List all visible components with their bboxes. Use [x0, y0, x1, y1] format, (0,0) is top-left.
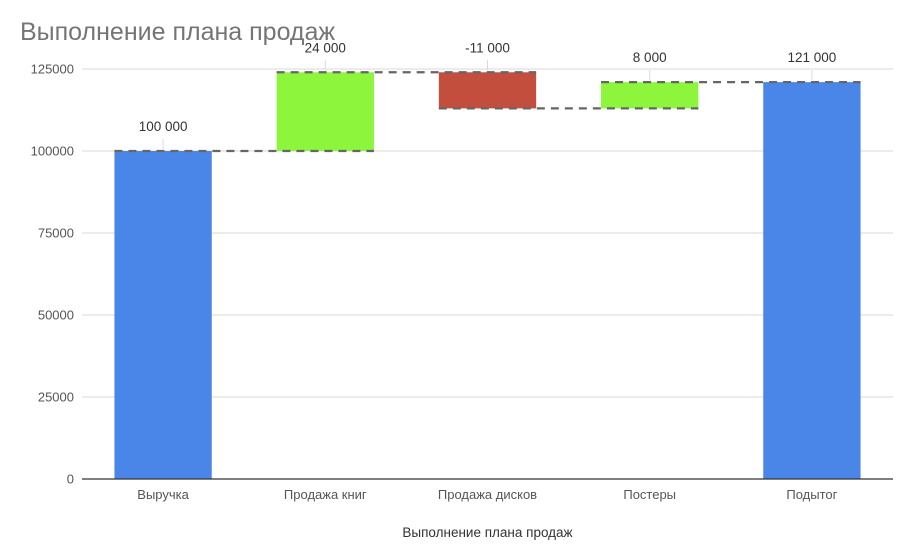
y-tick-label: 25000: [38, 390, 74, 405]
bar-3: [438, 72, 537, 109]
x-tick-label: Продажа дисков: [438, 487, 537, 502]
y-tick-label: 100000: [31, 144, 74, 159]
bar-1: [114, 151, 212, 479]
x-tick-label: Продажа книг: [284, 487, 367, 502]
y-tick-label: 50000: [38, 308, 74, 323]
x-tick-label: Постеры: [623, 487, 676, 502]
data-label: -11 000: [465, 40, 510, 55]
bar-4: [601, 82, 699, 109]
y-tick-label: 0: [67, 472, 74, 487]
x-axis-title: Выполнение плана продаж: [402, 525, 572, 540]
data-label: 24 000: [305, 40, 346, 55]
y-tick-label: 75000: [38, 226, 74, 241]
data-label: 121 000: [787, 50, 836, 65]
bar-2: [276, 72, 374, 151]
data-label: 8 000: [633, 50, 667, 65]
y-tick-label: 125000: [31, 62, 74, 77]
data-label: 100 000: [139, 119, 188, 134]
chart-title: Выполнение плана продаж: [20, 18, 336, 46]
x-tick-label: Выручка: [137, 487, 189, 502]
bar-5: [763, 82, 861, 480]
labels: 0 25000 50000 75000 100000 125000 100 000 24 00…: [31, 40, 893, 540]
connectors: [114, 71, 861, 153]
x-tick-label: Подытог: [786, 487, 837, 502]
bars: [114, 72, 861, 480]
